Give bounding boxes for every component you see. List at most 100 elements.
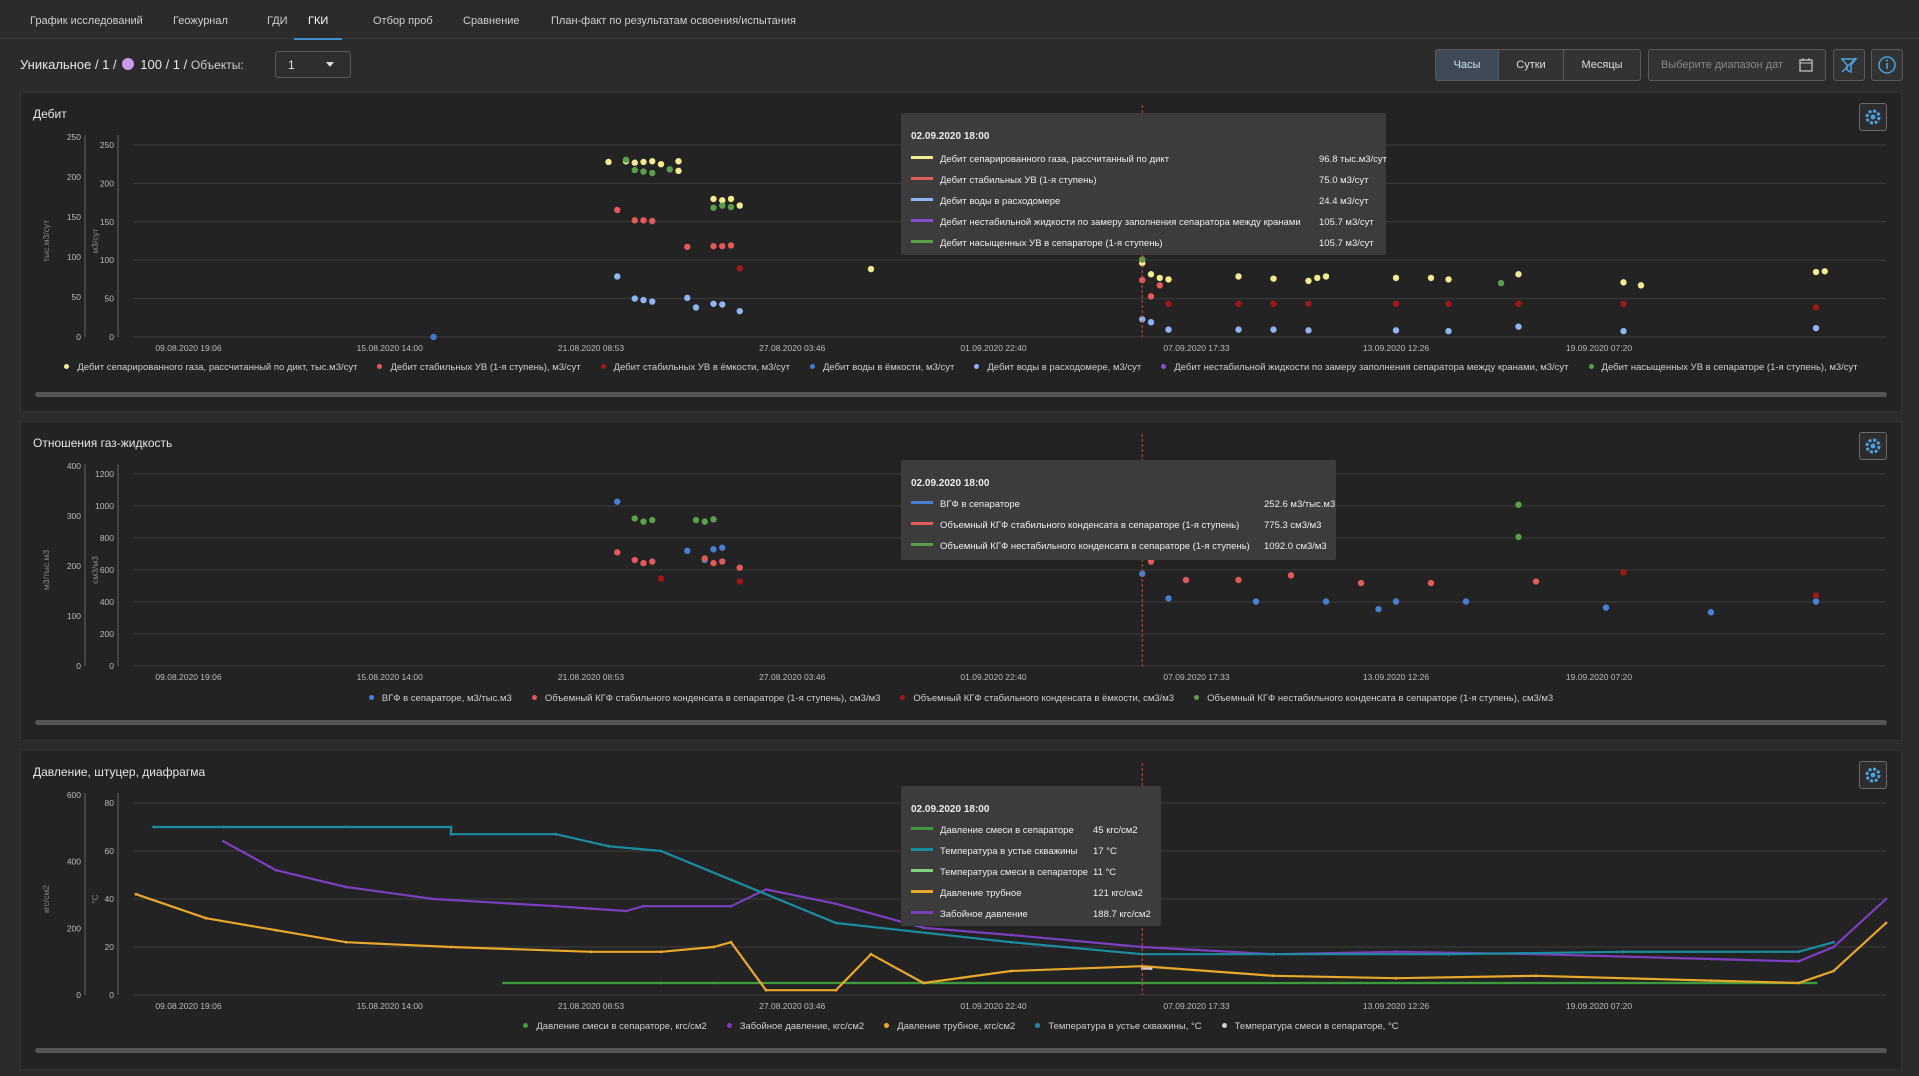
series-point bbox=[1235, 326, 1242, 333]
period-days-button[interactable]: Сутки bbox=[1498, 49, 1564, 81]
tooltip-label: Давление смеси в сепараторе bbox=[940, 825, 1074, 836]
series-point bbox=[834, 921, 838, 925]
tab-geojournal[interactable]: Геожурнал bbox=[173, 15, 228, 27]
y-right-tick-label: 1000 bbox=[95, 501, 114, 511]
legend-item[interactable]: Дебит воды в расходомере, м3/сут bbox=[974, 362, 1141, 373]
tooltip-swatch bbox=[911, 240, 933, 243]
series-point bbox=[1814, 981, 1818, 985]
tab-gdi[interactable]: ГДИ bbox=[267, 15, 288, 27]
series-point bbox=[640, 559, 647, 567]
clear-filter-button[interactable] bbox=[1833, 49, 1865, 81]
panel-settings-button[interactable] bbox=[1859, 103, 1887, 131]
series-point bbox=[589, 907, 593, 910]
legend-item[interactable]: Дебит воды в ёмкости, м3/сут bbox=[809, 362, 954, 373]
objects-select[interactable]: 1 bbox=[275, 51, 351, 78]
debit-panel: Дебит 250 200 150 100 50 0 250 200 150 100 50 0 тыс.… bbox=[20, 92, 1902, 412]
series-point bbox=[631, 217, 638, 224]
info-icon bbox=[1878, 56, 1896, 74]
legend-item[interactable]: Давление трубное, кгс/см2 bbox=[884, 1021, 1015, 1032]
legend-item[interactable]: ВГФ в сепараторе, м3/тыс.м3 bbox=[368, 693, 512, 704]
legend-item[interactable]: Объемный КГФ стабильного конденсата в ём… bbox=[900, 693, 1174, 704]
legend-item[interactable]: Температура смеси в сепараторе, °C bbox=[1221, 1021, 1399, 1032]
series-point bbox=[736, 564, 743, 571]
series-point bbox=[684, 547, 691, 554]
series-point bbox=[430, 333, 437, 341]
breadcrumb-well[interactable]: 100 bbox=[140, 57, 162, 72]
y-left-axis-label: тыс.м3/сут bbox=[41, 220, 51, 262]
y-left-axis-label: м3/тыс.м3 bbox=[41, 550, 51, 590]
period-hours-button[interactable]: Часы bbox=[1435, 49, 1499, 81]
chart-scrollbar[interactable] bbox=[35, 1048, 1887, 1053]
chart-scrollbar[interactable] bbox=[35, 720, 1887, 725]
y-left-tick-label: 100 bbox=[67, 611, 81, 621]
panel-settings-button[interactable] bbox=[1859, 761, 1887, 789]
calendar-icon bbox=[1799, 58, 1813, 72]
info-button[interactable] bbox=[1871, 49, 1903, 81]
breadcrumb-pad[interactable]: 1 bbox=[102, 57, 110, 72]
tab-sampling[interactable]: Отбор проб bbox=[373, 15, 433, 27]
series-point bbox=[274, 868, 278, 872]
tab-comparison[interactable]: Сравнение bbox=[463, 15, 520, 27]
series-point bbox=[614, 549, 621, 556]
legend-item[interactable]: Температура в устье скважины, °C bbox=[1035, 1021, 1202, 1032]
tooltip-value: 96.8 тыс.м3/сут bbox=[1319, 154, 1388, 165]
series-point bbox=[1375, 605, 1382, 613]
chart-scrollbar[interactable] bbox=[35, 392, 1887, 397]
series-point bbox=[729, 904, 733, 908]
series-point bbox=[659, 849, 663, 853]
y-left-tick-label: 0 bbox=[76, 332, 81, 342]
date-range-placeholder: Выберите диапазон дат bbox=[1661, 59, 1784, 71]
legend-item[interactable]: Давление смеси в сепараторе, кгс/см2 bbox=[523, 1021, 707, 1032]
series-point bbox=[1140, 945, 1144, 949]
legend-item[interactable]: Дебит нестабильной жидкости по замеру за… bbox=[1161, 362, 1569, 373]
legend-item[interactable]: Забойное давление, кгс/см2 bbox=[726, 1021, 864, 1032]
tab-gki[interactable]: ГКИ bbox=[294, 0, 343, 40]
tooltip-swatch bbox=[911, 827, 933, 830]
series-point bbox=[1832, 940, 1835, 944]
series-point bbox=[1322, 598, 1330, 605]
legend-item[interactable]: Объемный КГФ нестабильного конденсата в … bbox=[1194, 693, 1553, 704]
legend-item[interactable]: Дебит насыщенных УВ в сепараторе (1-я ст… bbox=[1588, 362, 1858, 373]
series-point bbox=[719, 558, 726, 565]
legend-item[interactable]: Объемный КГФ стабильного конденсата в се… bbox=[531, 693, 880, 704]
series-point bbox=[719, 202, 726, 209]
gear-icon bbox=[1865, 109, 1881, 125]
series-point bbox=[1165, 595, 1172, 602]
x-tick-label: 13.09.2020 12:26 bbox=[1363, 1001, 1429, 1011]
series-point bbox=[649, 558, 656, 565]
tooltip-swatch bbox=[911, 501, 933, 504]
series-point bbox=[1620, 327, 1627, 335]
tab-research-schedule[interactable]: График исследований bbox=[30, 15, 143, 27]
series-point bbox=[1359, 981, 1363, 985]
series-point bbox=[1009, 969, 1013, 973]
panel-settings-button[interactable] bbox=[1859, 432, 1887, 460]
tooltip-swatch bbox=[911, 522, 933, 525]
tab-plan-fact[interactable]: План-факт по результатам освоения/испыта… bbox=[551, 15, 796, 27]
tooltip-label: Дебит воды в расходомере bbox=[940, 196, 1061, 207]
series-point bbox=[834, 902, 838, 906]
series-point bbox=[1497, 279, 1505, 287]
series-point bbox=[764, 888, 768, 891]
series-line bbox=[135, 893, 1887, 992]
series-point bbox=[622, 156, 630, 163]
series-point bbox=[631, 556, 638, 564]
series-point bbox=[1287, 572, 1295, 579]
legend-item[interactable]: Дебит сепарированного газа, рассчитанный… bbox=[64, 362, 357, 373]
tooltip-value: 252.6 м3/тыс.м3 bbox=[1264, 499, 1336, 510]
period-months-button[interactable]: Месяцы bbox=[1563, 49, 1641, 81]
series-point bbox=[1515, 533, 1522, 541]
series-point bbox=[640, 518, 647, 525]
series-point bbox=[1235, 576, 1242, 584]
y-left-tick-label: 100 bbox=[67, 252, 81, 262]
tooltip-label: Дебит сепарированного газа, рассчитанный… bbox=[940, 154, 1170, 165]
tooltip-row: Дебит нестабильной жидкости по замеру за… bbox=[911, 216, 1378, 230]
series-point bbox=[449, 825, 453, 829]
breadcrumb-field[interactable]: Уникальное bbox=[20, 57, 92, 72]
legend-marker bbox=[974, 364, 980, 369]
date-range-input[interactable]: Выберите диапазон дат bbox=[1648, 49, 1826, 81]
legend-item[interactable]: Дебит стабильных УВ (1-я ступень), м3/су… bbox=[377, 362, 581, 373]
breadcrumb-layer[interactable]: 1 bbox=[172, 57, 181, 72]
legend-item[interactable]: Дебит стабильных УВ в ёмкости, м3/сут bbox=[600, 362, 790, 373]
series-point bbox=[1165, 276, 1172, 283]
